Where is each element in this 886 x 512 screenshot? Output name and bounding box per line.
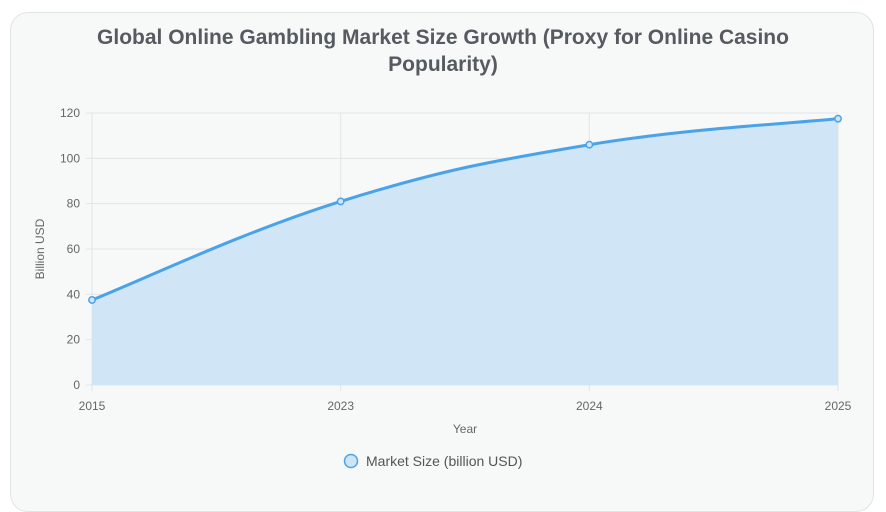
series-area bbox=[92, 118, 838, 386]
x-axis-title: Year bbox=[453, 422, 477, 436]
legend[interactable]: Market Size (billion USD) bbox=[343, 453, 523, 469]
legend-swatch[interactable] bbox=[343, 453, 359, 469]
legend-label[interactable]: Market Size (billion USD) bbox=[366, 453, 522, 469]
y-tick-label: 60 bbox=[67, 242, 81, 256]
data-point bbox=[336, 197, 345, 206]
x-tick-labels: 2015 2023 2024 2025 bbox=[79, 399, 852, 413]
x-tick-label: 2015 bbox=[79, 399, 106, 413]
chart-title-line-1: Global Online Gambling Market Size Growt… bbox=[97, 26, 789, 49]
y-tick-labels: 0 20 40 60 80 100 120 bbox=[60, 106, 80, 392]
y-tick-label: 20 bbox=[67, 333, 81, 347]
series-line bbox=[91, 117, 839, 302]
x-tick-label: 2025 bbox=[825, 399, 852, 413]
data-point bbox=[585, 140, 594, 149]
y-tick-label: 40 bbox=[67, 287, 81, 301]
chart-canvas: 0 20 40 60 80 100 120 2015 2023 2024 2025 Year Bi… bbox=[33, 106, 852, 469]
data-point bbox=[88, 296, 96, 304]
chart-title: Global Online Gambling Market Size Growt… bbox=[0, 24, 886, 78]
y-tick-label: 100 bbox=[60, 151, 80, 165]
data-point bbox=[834, 114, 842, 123]
x-tick-label: 2023 bbox=[327, 399, 354, 413]
y-axis-title: Billion USD bbox=[33, 218, 47, 279]
y-tick-label: 120 bbox=[60, 106, 80, 120]
y-tick-label: 80 bbox=[67, 197, 81, 211]
y-tick-label: 0 bbox=[73, 378, 80, 392]
chart-title-line-2: Popularity) bbox=[388, 53, 498, 76]
x-tick-label: 2024 bbox=[576, 399, 603, 413]
series-points bbox=[88, 114, 842, 304]
